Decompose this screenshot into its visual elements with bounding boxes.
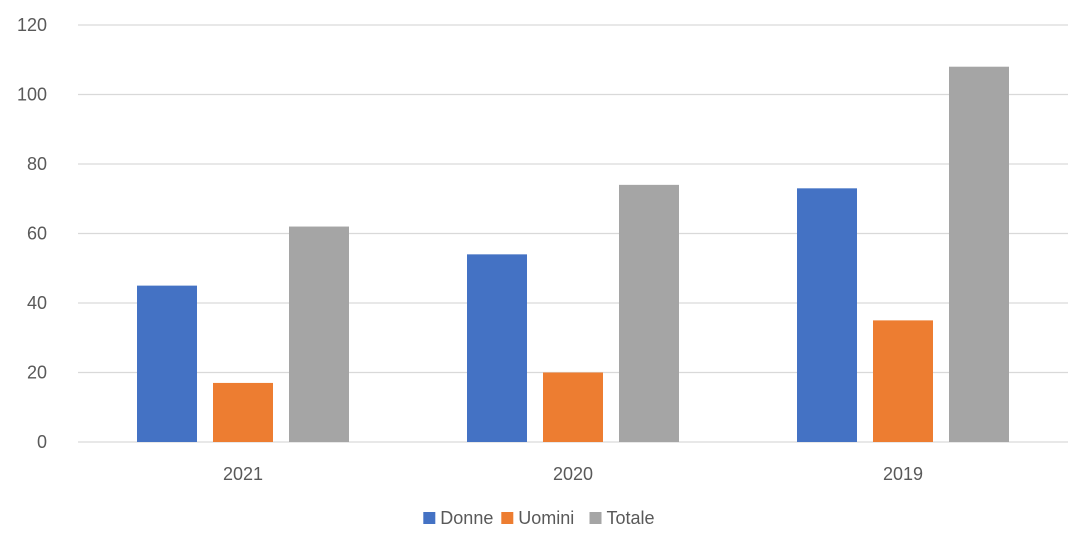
y-tick-label: 80 (27, 154, 47, 174)
x-axis-tick-labels: 2021 2020 2019 (223, 464, 923, 484)
bar-donne-2020 (467, 254, 527, 442)
legend-swatch-totale (589, 512, 602, 524)
y-axis-tick-labels: 0 20 40 60 80 100 120 (17, 15, 47, 452)
gridlines (78, 24, 1068, 443)
x-tick-label: 2019 (883, 464, 923, 484)
bar-totale-2020 (619, 184, 679, 442)
legend-label-totale: Totale (607, 508, 655, 528)
y-tick-label: 60 (27, 224, 47, 244)
bar-donne-2019 (797, 188, 857, 442)
x-tick-label: 2021 (223, 464, 263, 484)
bar-totale-2019 (949, 66, 1009, 442)
legend: Donne Uomini Totale (423, 508, 655, 528)
legend-swatch-uomini (501, 512, 514, 524)
x-tick-label: 2020 (553, 464, 593, 484)
bar-uomini-2021 (213, 382, 273, 442)
bar-donne-2021 (137, 285, 197, 442)
legend-label-uomini: Uomini (518, 508, 574, 528)
bars (137, 66, 1009, 442)
legend-swatch-donne (423, 512, 436, 524)
y-tick-label: 40 (27, 293, 47, 313)
y-tick-label: 0 (37, 432, 47, 452)
bar-totale-2021 (289, 226, 349, 442)
legend-label-donne: Donne (440, 508, 493, 528)
y-tick-label: 20 (27, 363, 47, 383)
y-tick-label: 100 (17, 85, 47, 105)
y-tick-label: 120 (17, 15, 47, 35)
bar-uomini-2020 (543, 372, 603, 442)
bar-uomini-2019 (873, 320, 933, 442)
